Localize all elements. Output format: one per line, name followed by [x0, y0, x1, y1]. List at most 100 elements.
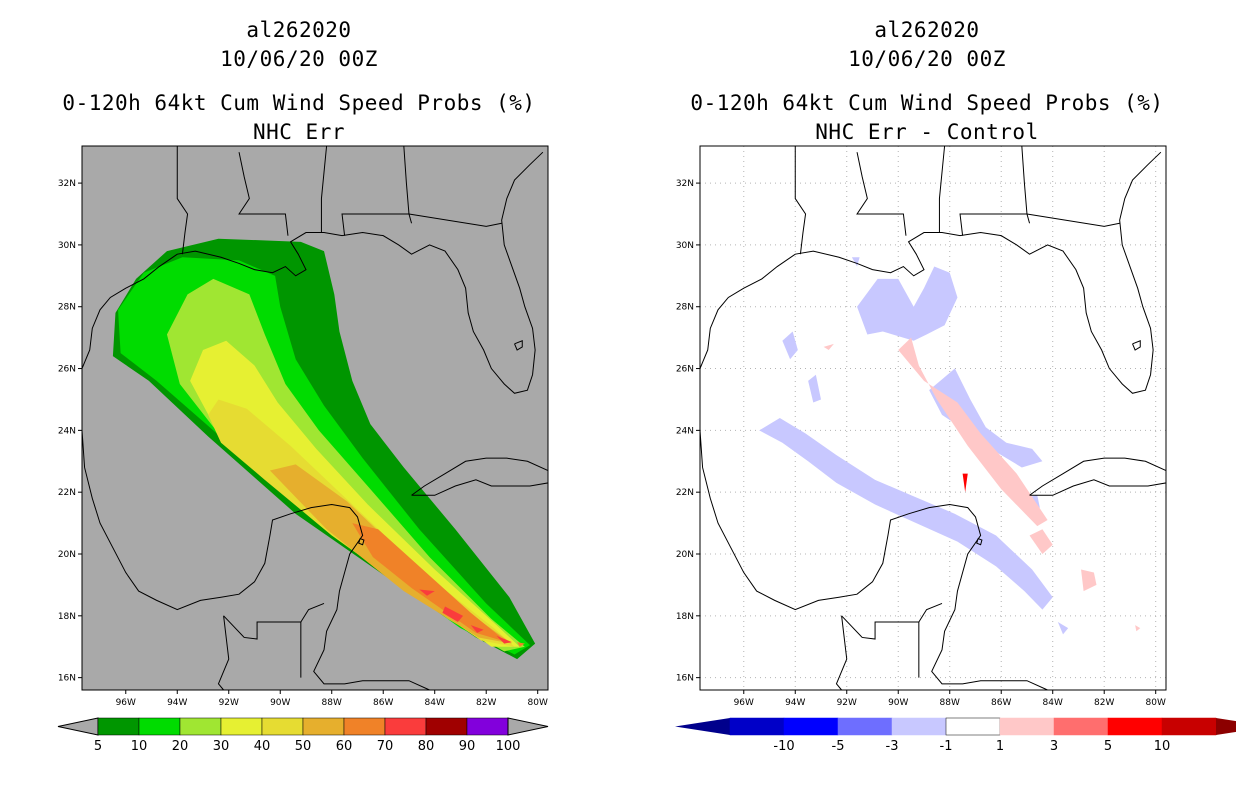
political-border [918, 602, 943, 623]
lat-tick-label: 18N [58, 612, 76, 622]
probability-contours [112, 238, 536, 660]
colorbar-label: 5 [94, 739, 102, 754]
lat-tick-label: 26N [676, 365, 694, 375]
colorbar-swatch [1161, 717, 1217, 736]
storm-id-title: al262020 [246, 18, 352, 42]
lat-tick-label: 16N [676, 674, 694, 684]
difference-contour [962, 473, 968, 493]
subtitle: NHC Err - Control [815, 120, 1039, 144]
probability-contour [190, 340, 520, 647]
lon-tick-label: 82W [1094, 698, 1114, 708]
colorbar-high-extension [1216, 718, 1236, 735]
product-title: 0-120h 64kt Cum Wind Speed Probs (%) [690, 91, 1164, 115]
political-border [176, 146, 189, 255]
political-border [938, 145, 946, 233]
political-border [320, 145, 328, 233]
difference-contour [759, 418, 1053, 610]
lat-tick-label: 28N [58, 303, 76, 313]
lat-tick-label: 26N [58, 365, 76, 375]
difference-colorbar: -10 -5 -3 -1 1 3 5 10 [675, 717, 1236, 754]
lat-tick-label: 16N [58, 674, 76, 684]
lat-tick-label: 24N [58, 426, 76, 436]
lon-tick-label: 94W [785, 698, 805, 708]
lon-tick-label: 94W [167, 698, 187, 708]
difference-contour [823, 343, 834, 350]
probability-contour [517, 642, 525, 647]
difference-contour [929, 368, 1043, 468]
difference-contour [1081, 569, 1097, 592]
lat-tick-label: 18N [676, 612, 694, 622]
difference-contour [1135, 625, 1141, 632]
lon-tick-label: 80W [528, 698, 548, 708]
lat-tick-label: 22N [676, 488, 694, 498]
political-border [856, 152, 907, 236]
colorbar-swatch [837, 717, 893, 736]
coastline [1132, 339, 1141, 351]
political-border [408, 213, 413, 224]
difference-contour [851, 257, 860, 267]
colorbar-label: 60 [336, 739, 353, 754]
difference-contour [808, 374, 822, 403]
colorbar-swatch [97, 717, 140, 736]
colorbar-label: 80 [418, 739, 435, 754]
coastlines [699, 145, 1167, 691]
colorbar-label: 100 [496, 739, 521, 754]
probability-colorbar: 5 10 20 30 40 50 60 70 80 90 100 [57, 717, 549, 754]
lat-tick-label: 32N [676, 179, 694, 189]
political-border [841, 615, 920, 678]
difference-contour [1057, 622, 1069, 635]
datetime-title: 10/06/20 00Z [220, 47, 378, 71]
probability-contour [442, 606, 464, 622]
colorbar-label: 40 [254, 739, 271, 754]
colorbar-swatch [384, 717, 427, 736]
difference-map: 32N 30N 28N 26N 24N 22N 20N 18N 16N 96W 94W 92W 90W 8… [675, 145, 1236, 754]
coastline [514, 339, 523, 351]
colorbar-label: 10 [131, 739, 148, 754]
probability-map: 32N 30N 28N 26N 24N 22N 20N 18N 16N 96W 94W 92W 90W 8… [57, 145, 549, 754]
colorbar-label: 10 [1154, 739, 1171, 754]
coastline [699, 430, 1048, 691]
lat-tick-label: 20N [58, 550, 76, 560]
lon-tick-label: 90W [888, 698, 908, 708]
colorbar-low-extension [57, 717, 99, 736]
colorbar-swatch [302, 717, 345, 736]
political-border [217, 615, 230, 691]
colorbar-label: 20 [172, 739, 189, 754]
political-border [1026, 213, 1120, 227]
coastline [358, 538, 365, 546]
colorbar-label: 1 [996, 739, 1004, 754]
lat-tick-label: 30N [58, 241, 76, 251]
difference-contour [898, 337, 1048, 527]
lat-tick-label: 28N [676, 303, 694, 313]
colorbar-label: -1 [940, 739, 953, 754]
map-ocean-background [700, 146, 1166, 690]
lon-tick-label: 80W [1146, 698, 1166, 708]
colorbar-label: 5 [1104, 739, 1112, 754]
lon-tick-label: 92W [837, 698, 857, 708]
right-map-panel: al262020 10/06/20 00Z 0-120h 64kt Cum Wi… [618, 0, 1236, 800]
colorbar-swatch [179, 717, 222, 736]
coastline [81, 151, 544, 394]
political-border [1026, 213, 1031, 224]
lat-tick-label: 30N [676, 241, 694, 251]
colorbar-swatch [999, 717, 1055, 736]
colorbar-swatch [261, 717, 304, 736]
difference-contour [782, 331, 798, 360]
colorbar-label: 30 [213, 739, 230, 754]
colorbar-swatch [220, 717, 263, 736]
colorbar-swatch [1053, 717, 1109, 736]
coastline [81, 430, 430, 691]
map-frame [699, 145, 1167, 691]
map-frame [81, 145, 549, 691]
coastline [976, 538, 983, 546]
lon-tick-label: 88W [322, 698, 342, 708]
product-title: 0-120h 64kt Cum Wind Speed Probs (%) [62, 91, 536, 115]
colorbar-label: -3 [886, 739, 899, 754]
lon-tick-label: 84W [1043, 698, 1063, 708]
probability-contour [419, 589, 435, 596]
probability-contour [352, 523, 507, 643]
lat-tick-label: 32N [58, 179, 76, 189]
probability-contour [496, 635, 512, 644]
storm-id-title: al262020 [874, 18, 980, 42]
colorbar-swatch [729, 717, 785, 736]
